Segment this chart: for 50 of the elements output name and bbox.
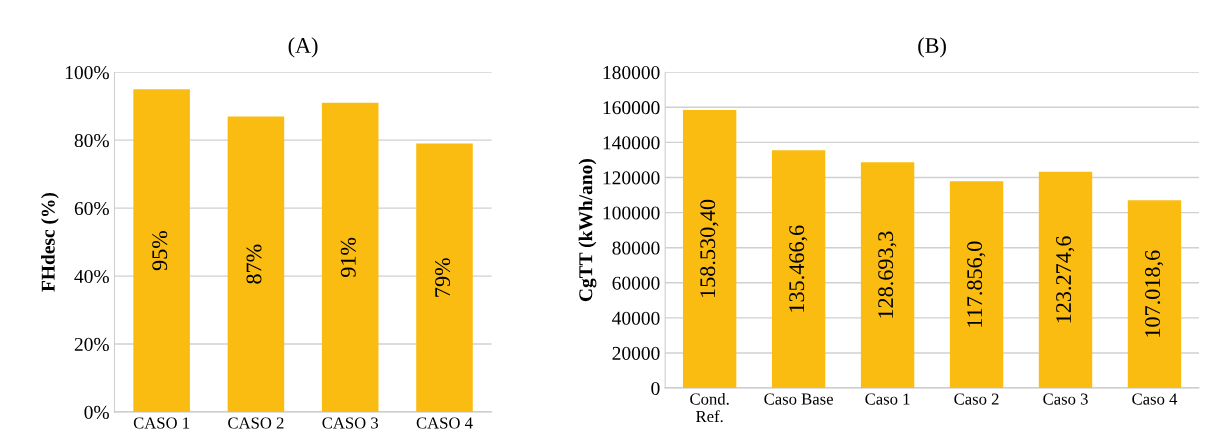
x-tick-label: CASO 4 — [416, 417, 473, 429]
y-tick-label: 40% — [74, 269, 109, 284]
data-label: 158.530,40 — [700, 199, 719, 298]
y-tick-label: 0 — [651, 381, 660, 396]
y-tick-label: 60% — [74, 201, 109, 216]
y-tick-label: 140000 — [603, 136, 660, 150]
chart-title: (B) — [918, 37, 946, 58]
bar — [227, 116, 285, 412]
y-tick-label: 80% — [74, 133, 109, 148]
data-label: 117.856,0 — [967, 241, 986, 327]
y-tick-label: 180000 — [603, 66, 660, 80]
data-label: 135.466,6 — [789, 225, 808, 312]
bar — [321, 102, 379, 412]
y-tick-label: 160000 — [603, 101, 660, 115]
x-tick-label: Caso 1 — [865, 393, 910, 405]
bar — [1127, 200, 1182, 389]
bar — [860, 162, 915, 389]
x-tick-label: Caso 4 — [1132, 393, 1178, 405]
bar — [682, 109, 737, 389]
y-tick-label: 80000 — [612, 241, 660, 255]
bar — [133, 89, 190, 412]
data-label: 107.018,6 — [1145, 250, 1164, 337]
data-label: 79% — [435, 258, 451, 297]
bar — [416, 143, 473, 412]
bar — [1038, 171, 1093, 389]
x-tick-label: Caso 2 — [954, 393, 999, 405]
y-axis-title: CgTT (kWh/ano) — [578, 159, 597, 302]
y-tick-label: 60000 — [612, 276, 660, 290]
data-label: 123.274,6 — [1056, 236, 1075, 323]
bar — [949, 181, 1004, 389]
data-label: 87% — [246, 244, 262, 284]
data-label: 91% — [340, 237, 356, 278]
chart-title: (A) — [288, 37, 318, 58]
x-tick-label: CASO 1 — [133, 417, 190, 429]
y-tick-label: 20% — [74, 337, 109, 352]
y-tick-label: 40000 — [612, 311, 660, 325]
y-tick-label: 0% — [84, 405, 109, 419]
data-label: 128.693,3 — [878, 231, 897, 318]
data-label: 95% — [152, 230, 168, 271]
y-tick-label: 100000 — [603, 206, 660, 220]
y-tick-label: 20000 — [612, 346, 660, 360]
bar — [771, 150, 826, 389]
x-tick-label: Caso Base — [764, 393, 833, 405]
x-tick-label: CASO 3 — [322, 417, 379, 429]
x-tick-label: CASO 2 — [228, 417, 284, 429]
x-tick-label: Caso 3 — [1043, 393, 1088, 405]
y-tick-label: 120000 — [603, 171, 660, 185]
x-tick-label: Cond. Ref. — [690, 392, 729, 423]
y-tick-label: 100% — [65, 66, 109, 80]
y-axis-title: FHdesc (%) — [41, 193, 59, 292]
